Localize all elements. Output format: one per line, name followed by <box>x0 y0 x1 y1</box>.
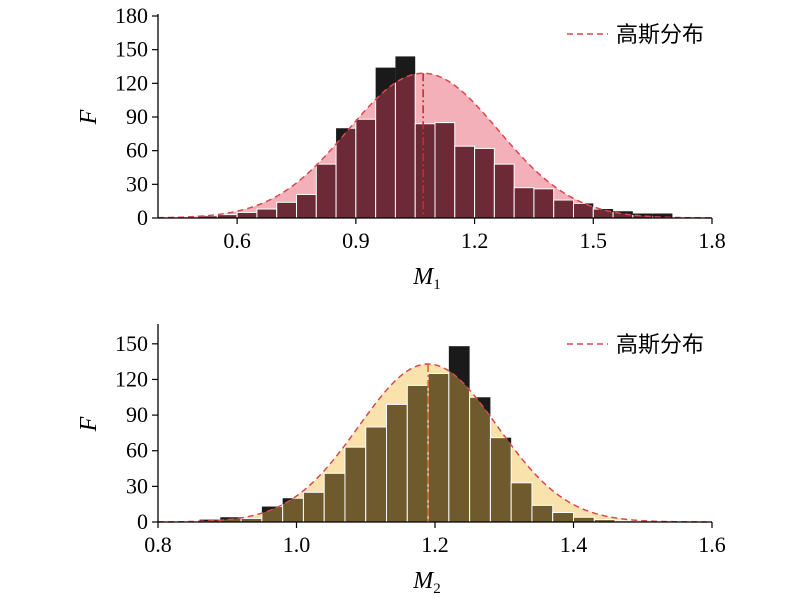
gaussian-curve <box>157 363 712 523</box>
y-tick-label: 60 <box>126 138 148 163</box>
x-tick-label: 1.2 <box>461 228 489 253</box>
x-axis-label-subscript: 2 <box>433 581 441 597</box>
histogram-bar <box>276 201 298 219</box>
x-tick-label: 1.5 <box>580 228 608 253</box>
x-axis-label-main: M <box>412 264 435 290</box>
histogram-bar <box>344 446 367 522</box>
y-tick-label: 120 <box>115 366 148 391</box>
histogram-bar <box>386 403 408 522</box>
x-tick-label: 1.8 <box>698 228 726 253</box>
histogram-bar <box>302 491 325 522</box>
y-tick-label: 0 <box>137 205 148 230</box>
y-tick-label: 30 <box>126 473 148 498</box>
x-axis-label-main: M <box>412 568 435 594</box>
histogram-m1: 0.6 0.9 1.2 1.5 1.8 0 30 60 90 120 150 180 M1 F 高斯分布 <box>76 3 726 293</box>
x-axis-label: M2 <box>412 568 441 597</box>
histogram-bar <box>296 193 317 219</box>
histogram-bar <box>552 511 574 522</box>
histogram-bar <box>513 187 535 219</box>
histogram-bar <box>454 145 476 219</box>
histogram-m2: 0.8 1.0 1.2 1.4 1.6 0 30 60 90 120 150 M2 F 高斯分布 <box>76 324 726 597</box>
legend-label: 高斯分布 <box>616 23 704 48</box>
histogram-bar-overflow <box>652 213 673 218</box>
histogram-bar <box>315 163 337 219</box>
histogram-bar <box>434 122 456 219</box>
y-tick-label: 90 <box>126 402 148 427</box>
histogram-bar <box>427 373 450 522</box>
histogram-bar <box>489 437 512 522</box>
y-axis-label: F <box>76 416 102 432</box>
histogram-bar <box>533 188 555 219</box>
histogram-bar <box>323 472 346 522</box>
histogram-bar <box>236 211 258 219</box>
histogram-bar <box>553 199 575 219</box>
histogram-bar <box>474 147 495 219</box>
x-tick-label: 0.8 <box>144 532 172 557</box>
x-tick-label: 1.0 <box>283 532 311 557</box>
y-tick-label: 120 <box>115 70 148 95</box>
histogram-bar-overflow <box>632 213 653 218</box>
histogram-bar <box>406 384 429 522</box>
y-tick-label: 150 <box>115 331 148 356</box>
y-tick-label: 150 <box>115 37 148 62</box>
gaussian-curve <box>157 72 713 219</box>
y-axis-label: F <box>76 109 102 125</box>
x-axis-label: M1 <box>412 264 441 293</box>
histogram-bar <box>414 123 436 219</box>
histogram-bar <box>365 426 388 522</box>
histogram-bar <box>335 127 357 219</box>
x-axis-label-subscript: 1 <box>433 277 441 293</box>
histogram-bar <box>469 396 491 522</box>
y-tick-label: 60 <box>126 438 148 463</box>
legend-label: 高斯分布 <box>616 333 704 358</box>
histogram-bar <box>355 118 377 219</box>
y-tick-label: 30 <box>126 171 148 196</box>
histogram-bars-under-curve <box>199 364 637 522</box>
x-tick-label: 0.6 <box>223 228 251 253</box>
histogram-bar <box>256 208 278 219</box>
x-tick-label: 0.9 <box>342 228 370 253</box>
histogram-bars-under-curve <box>197 73 673 219</box>
histogram-bar <box>531 504 554 522</box>
histogram-bar <box>573 516 595 522</box>
x-tick-label: 1.4 <box>560 532 588 557</box>
histogram-bar <box>493 163 515 219</box>
x-tick-label: 1.6 <box>698 532 726 557</box>
histogram-bar <box>510 482 533 522</box>
x-tick-label: 1.2 <box>421 532 449 557</box>
y-tick-label: 90 <box>126 104 148 129</box>
y-tick-label: 0 <box>137 509 148 534</box>
y-tick-label: 180 <box>115 3 148 28</box>
